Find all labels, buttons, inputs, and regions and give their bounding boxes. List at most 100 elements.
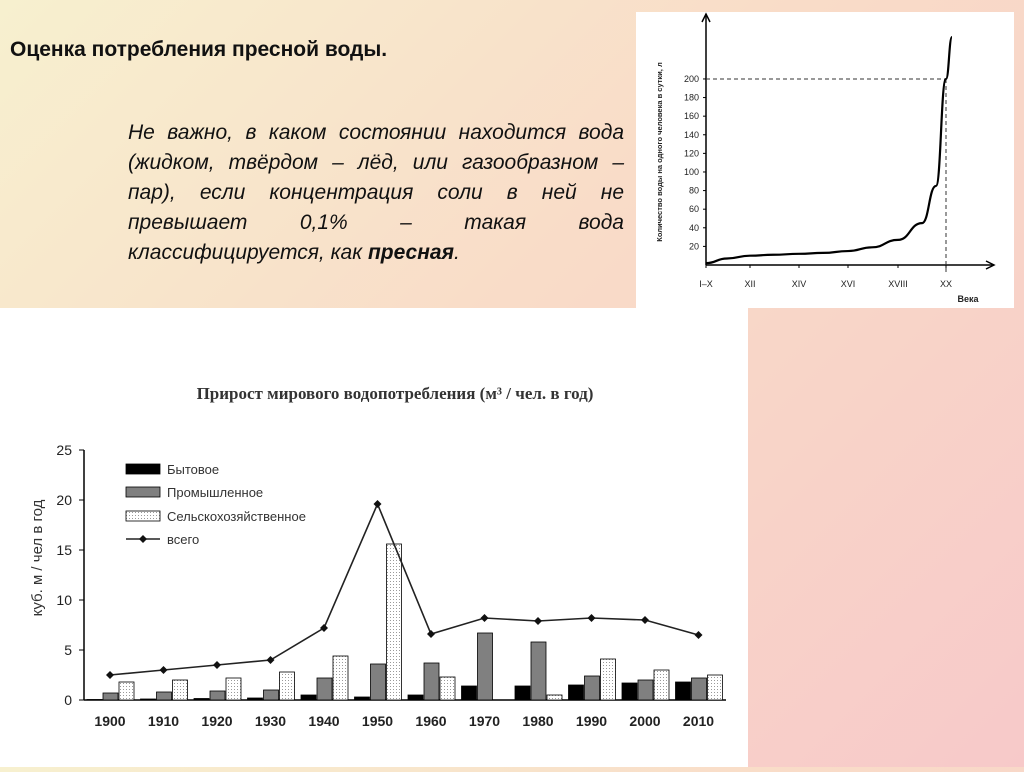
bar-0-1940 — [300, 694, 317, 701]
y-axis-label: Количество воды на одного человека в сут… — [655, 62, 664, 242]
total-point-1900 — [106, 671, 114, 679]
bar-1-2000 — [637, 679, 654, 701]
bar-1-1970 — [477, 632, 493, 701]
chart-title: Прирост мирового водопотребления (м³ / ч… — [197, 384, 594, 403]
legend-label: Промышленное — [167, 485, 263, 500]
x-tick-label: 1910 — [148, 713, 179, 729]
y-tick-label: 40 — [689, 223, 699, 233]
y-tick-label: 180 — [684, 93, 699, 103]
body-paragraph: Не важно, в каком состоянии находится во… — [128, 118, 624, 268]
bar-2-1930 — [279, 671, 295, 701]
total-line — [109, 501, 699, 676]
legend-label: Сельскохозяйственное — [167, 509, 306, 524]
bar-1-1990 — [584, 675, 600, 701]
total-point-1980 — [534, 617, 542, 625]
bar-1-1960 — [423, 662, 440, 701]
bar-0-1960 — [407, 694, 424, 701]
bar-2-1900 — [118, 681, 135, 701]
bar-1-1940 — [316, 677, 333, 701]
y-tick-label: 10 — [56, 592, 72, 608]
x-tick-label: 1940 — [308, 713, 339, 729]
bar-0-1970 — [461, 685, 477, 701]
bar-0-1980 — [514, 685, 531, 701]
total-point-1930 — [266, 656, 275, 664]
x-axis-arrow — [985, 260, 996, 270]
bar-0-1990 — [568, 684, 584, 701]
x-tick-label: 2010 — [683, 713, 714, 729]
paragraph-text: Не важно, в каком состоянии находится во… — [128, 121, 624, 264]
bar-2-2010 — [707, 674, 723, 701]
paragraph-end: . — [453, 241, 460, 264]
x-tick-label: 2000 — [629, 713, 660, 729]
total-point-2000 — [641, 616, 649, 624]
y-tick-label: 160 — [684, 111, 699, 121]
x-tick-label: XVI — [841, 279, 856, 289]
paragraph-bold-word: пресная — [367, 241, 454, 264]
bar-2-2000 — [653, 669, 670, 701]
y-tick-label: 140 — [684, 130, 699, 140]
legend-label: Бытовое — [167, 462, 219, 477]
bar-0-1900 — [86, 699, 103, 701]
legend-swatch-0 — [125, 463, 161, 475]
y-tick-label: 60 — [689, 204, 699, 214]
x-axis-label: Века — [957, 294, 979, 304]
bar-2-1950 — [386, 543, 402, 701]
y-tick-label: 120 — [684, 148, 699, 158]
y-tick-label: 0 — [64, 692, 72, 708]
legend-swatch-2 — [125, 510, 161, 522]
bar-1-1950 — [370, 663, 386, 701]
bar-2-1980 — [546, 694, 563, 701]
y-tick-label: 100 — [684, 167, 699, 177]
bar-2-1960 — [439, 676, 456, 701]
x-tick-label: I–X — [699, 279, 713, 289]
bar-0-1910 — [140, 698, 156, 701]
y-tick-label: 15 — [56, 542, 72, 558]
x-tick-label: 1900 — [94, 713, 125, 729]
x-tick-label: 1930 — [255, 713, 286, 729]
water-consumption-chart-panel: Прирост мирового водопотребления (м³ / ч… — [0, 308, 748, 767]
bar-1-1900 — [102, 692, 119, 701]
x-tick-label: 1960 — [415, 713, 446, 729]
x-tick-label: 1980 — [522, 713, 553, 729]
y-tick-label: 80 — [689, 186, 699, 196]
total-point-2010 — [694, 631, 703, 639]
bar-0-2000 — [621, 682, 638, 701]
x-tick-label: 1920 — [201, 713, 232, 729]
x-tick-label: XII — [744, 279, 755, 289]
total-point-1990 — [587, 614, 596, 622]
y-axis-label: куб. м / чел в год — [29, 499, 46, 616]
total-point-1970 — [480, 614, 489, 622]
bar-1-2010 — [691, 677, 707, 701]
slide-title: Оценка потребления пресной воды. — [10, 38, 388, 61]
bar-1-1910 — [156, 691, 172, 701]
bar-2-1920 — [225, 677, 242, 701]
y-tick-label: 25 — [56, 442, 72, 458]
bar-0-2010 — [675, 681, 691, 701]
total-point-1940 — [320, 624, 328, 632]
x-tick-label: 1970 — [469, 713, 500, 729]
x-tick-label: 1950 — [362, 713, 393, 729]
bar-2-1990 — [600, 658, 616, 701]
legend-marker — [139, 535, 147, 543]
water-per-person-chart-panel: 20 40 60 80 100 120 140 160 180 200 I–X XII XIV XVI XV… — [636, 12, 1014, 308]
legend-label: всего — [167, 532, 199, 547]
total-point-1950 — [373, 500, 382, 508]
bar-0-1920 — [193, 698, 210, 701]
bar-1-1930 — [263, 689, 279, 701]
water-consumption-curve — [705, 35, 954, 265]
water-per-person-chart: 20 40 60 80 100 120 140 160 180 200 I–X XII XIV XVI XV… — [655, 12, 996, 304]
y-tick-label: 5 — [64, 642, 72, 658]
total-point-1960 — [427, 630, 435, 638]
y-tick-label: 20 — [689, 241, 699, 251]
legend-swatch-1 — [125, 486, 161, 498]
y-tick-label: 20 — [56, 492, 72, 508]
bar-2-1940 — [332, 655, 349, 701]
x-tick-label: 1990 — [576, 713, 607, 729]
y-axis-arrow — [701, 12, 711, 23]
x-tick-label: XIV — [792, 279, 807, 289]
y-tick-label: 200 — [684, 74, 699, 84]
bar-1-1920 — [209, 690, 226, 701]
total-point-1920 — [213, 661, 221, 669]
bar-2-1910 — [172, 679, 188, 701]
bar-1-1980 — [530, 641, 547, 701]
